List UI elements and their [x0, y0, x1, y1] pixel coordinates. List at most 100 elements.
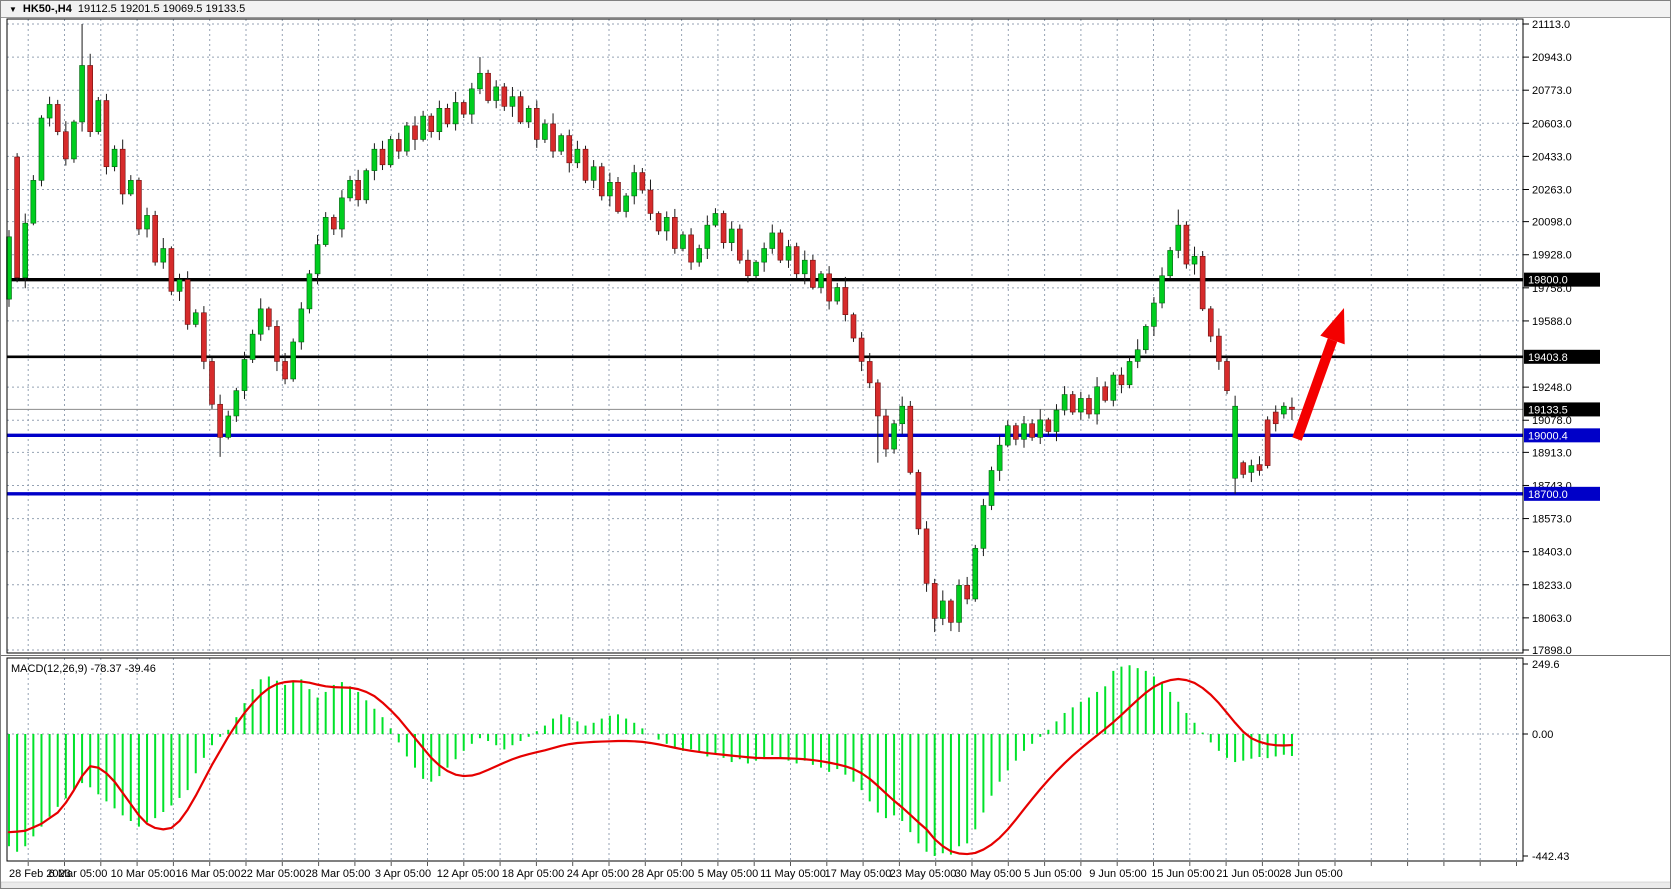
bear-candle — [1086, 398, 1092, 415]
date-label: 28 Mar 05:00 — [306, 868, 371, 880]
bull-candle — [939, 600, 946, 619]
price-label-box-text: 19800.0 — [1528, 275, 1568, 287]
bear-candle — [615, 181, 621, 212]
bear-candle — [777, 232, 784, 261]
bear-candle — [1216, 335, 1222, 362]
bear-candle — [1207, 308, 1214, 337]
bear-candle — [517, 96, 524, 123]
bull-candle — [1159, 275, 1165, 304]
bull-candle — [680, 234, 686, 249]
bear-candle — [1289, 406, 1295, 410]
bull-candle — [785, 246, 792, 261]
price-label-box-text: 18700.0 — [1528, 489, 1568, 501]
bear-candle — [485, 72, 491, 101]
date-label: 5 May 05:00 — [698, 868, 759, 880]
bull-candle — [1167, 250, 1173, 277]
bull-candle — [972, 548, 979, 600]
bull-candle — [95, 100, 102, 132]
bear-candle — [63, 131, 69, 160]
arrow-head — [1320, 308, 1345, 345]
date-label: 3 Apr 05:00 — [375, 868, 431, 880]
bull-candle — [996, 444, 1003, 471]
price-tick-label: 18403.0 — [1532, 547, 1572, 559]
bull-candle — [899, 405, 906, 425]
bear-candle — [266, 308, 272, 327]
price-label-box — [1524, 428, 1600, 443]
bull-candle — [306, 273, 313, 310]
bear-candle — [866, 361, 873, 384]
bull-candle — [160, 248, 167, 263]
ohlc-values-label: 19112.5 19201.5 19069.5 19133.5 — [77, 3, 246, 15]
price-tick-label: 19928.0 — [1532, 250, 1572, 262]
bear-candle — [1199, 255, 1206, 310]
date-label: 28 Jun 05:00 — [1279, 868, 1343, 880]
bull-candle — [241, 359, 248, 391]
bear-candle — [875, 382, 881, 417]
bear-candle — [1272, 411, 1279, 425]
macd-signal-line — [7, 677, 1294, 856]
bull-candle — [728, 228, 735, 243]
price-tick-label: 20943.0 — [1532, 52, 1572, 64]
date-label: 28 Feb 2023 — [9, 868, 71, 880]
bull-candle — [452, 102, 459, 125]
bear-candle — [688, 234, 694, 263]
date-label: 17 May 05:00 — [825, 868, 892, 880]
bear-candle — [566, 135, 573, 164]
panel-borders — [1, 18, 1670, 862]
price-tick-label: 18573.0 — [1532, 514, 1572, 526]
price-tick-label: 20773.0 — [1532, 85, 1572, 97]
bear-candle — [1224, 361, 1230, 391]
price-chart-canvas[interactable]: MACD(12,26,9) -78.37 -39.46 21113.0 20943.… — [1, 18, 1671, 889]
bull-candle — [509, 96, 516, 107]
bull-candle — [477, 72, 483, 90]
bull-candle — [347, 180, 353, 199]
price-tick-label: 19588.0 — [1532, 316, 1572, 328]
symbol-dropdown-icon[interactable]: ▼ — [9, 4, 17, 14]
chart-background — [1, 18, 1670, 888]
bear-candle — [1029, 423, 1035, 438]
bear-candle — [1045, 419, 1052, 432]
bear-candle — [428, 115, 435, 132]
price-axis[interactable]: 21113.0 20943.0 20773.0 20603.0 20433.0 20263… — [1523, 19, 1600, 863]
bull-candle — [111, 148, 118, 168]
macd-axis-label: 249.6 — [1532, 659, 1560, 671]
price-tick-label: 20603.0 — [1532, 118, 1572, 130]
bull-candle — [988, 470, 995, 506]
bear-candle — [1264, 419, 1271, 466]
bull-candle — [493, 86, 500, 101]
bull-candle — [371, 148, 378, 171]
price-tick-label: 18063.0 — [1532, 613, 1572, 625]
date-label: 15 Jun 05:00 — [1151, 868, 1215, 880]
date-label: 30 May 05:00 — [955, 868, 1022, 880]
bear-candle — [931, 583, 938, 619]
arrow-annotation[interactable] — [1292, 308, 1345, 441]
bear-candle — [720, 213, 727, 243]
bear-candle — [639, 172, 646, 191]
date-label: 11 May 05:00 — [760, 868, 826, 880]
bear-candle — [444, 108, 451, 125]
bear-candle — [412, 125, 418, 140]
bull-candle — [623, 195, 629, 212]
price-tick-label: 19248.0 — [1532, 382, 1572, 394]
bull-candle — [834, 287, 841, 302]
macd-panel: MACD(12,26,9) -78.37 -39.46 — [7, 663, 1294, 857]
date-label: 18 Apr 05:00 — [502, 868, 564, 880]
bull-candle — [980, 505, 987, 549]
bull-candle — [1110, 374, 1117, 401]
bear-candle — [1013, 425, 1019, 440]
bear-candle — [810, 259, 816, 288]
bear-candle — [964, 585, 970, 600]
bull-candle — [712, 213, 719, 226]
bear-candle — [793, 246, 800, 275]
bull-candle — [1281, 405, 1287, 415]
bull-candle — [1004, 425, 1011, 446]
bull-candle — [663, 217, 670, 232]
bear-candle — [1183, 224, 1190, 265]
macd-label: MACD(12,26,9) -78.37 -39.46 — [11, 663, 156, 675]
price-tick-label: 19078.0 — [1532, 415, 1572, 427]
bear-candle — [948, 600, 954, 623]
price-label-box — [1524, 349, 1600, 364]
bear-candle — [168, 248, 175, 292]
bull-candle — [144, 215, 150, 230]
